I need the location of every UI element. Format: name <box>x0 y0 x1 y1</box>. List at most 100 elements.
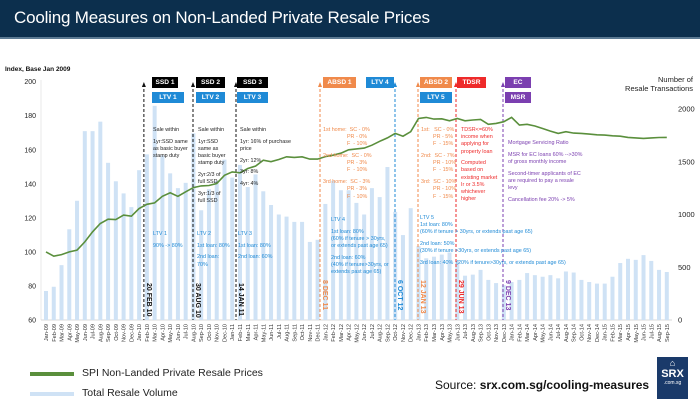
x-tick-label: Jul-12 <box>370 324 376 339</box>
annotation-line: Ir or 3.5% <box>461 181 485 188</box>
measure-date: 6 OCT 12 <box>396 280 403 311</box>
x-tick-label: Jun-10 <box>176 324 182 341</box>
annotation-line: 2yr: 12% <box>240 157 262 164</box>
volume-bar <box>331 180 336 320</box>
house-icon: ⌂ <box>669 358 676 368</box>
x-tick-label: Aug-15 <box>657 324 663 342</box>
annotation-line: 1st home: SC - 0% <box>323 127 370 133</box>
volume-bar <box>315 239 320 320</box>
x-tick-label: May-12 <box>354 324 360 343</box>
x-tick-label: Dec-13 <box>502 324 508 342</box>
annotation-ssd2: Sale within 1yr:SSD same as basic buyer sta… <box>198 127 226 205</box>
x-tick-label: Jan-10 <box>137 324 143 341</box>
price-index-line <box>45 116 667 258</box>
annotation-line: (60% if tenure > 30yrs, <box>331 235 386 242</box>
annotation-line: PR - 0% <box>323 134 368 141</box>
right-axis-title: Number of <box>658 75 694 84</box>
x-tick-label: Nov-10 <box>215 324 221 342</box>
x-tick-label: Apr-14 <box>533 324 539 341</box>
right-tick-label: 500 <box>678 263 691 272</box>
marker-arrow-icon <box>191 82 195 87</box>
annotation-line: 4yr: 4% <box>240 180 259 187</box>
x-tick-label: Oct-12 <box>393 324 399 341</box>
annotation-line: Sale within <box>198 127 225 133</box>
volume-bar <box>416 246 421 320</box>
x-tick-label: Apr-09 <box>67 324 73 341</box>
source-link[interactable]: srx.com.sg/cooling-measures <box>479 378 650 392</box>
x-tick-label: Oct-09 <box>114 324 120 341</box>
volume-bar <box>556 278 561 320</box>
annotation-line: Cancellation fee 20% -> 5% <box>508 196 575 203</box>
annotation-line: F - 15% <box>421 141 454 148</box>
annotation-line: basic buyer <box>198 153 226 160</box>
annotation-ltv2: LTV 2 1st loan: 80% 2nd loan: 70% <box>197 231 230 269</box>
volume-bar <box>602 283 607 320</box>
marker-arrow-icon <box>141 82 146 87</box>
annotation-line: 1st loan: 80% <box>420 222 453 229</box>
volume-bar <box>664 271 669 320</box>
volume-bar <box>633 259 638 320</box>
x-tick-label: Jun-11 <box>269 324 275 341</box>
annotation-ssd3: Sale within 1yr: 16% of purchase price 2y… <box>240 127 291 188</box>
x-tick-label: Jan-14 <box>510 324 516 341</box>
x-tick-label: Apr-10 <box>160 324 166 341</box>
volume-bar <box>152 105 157 321</box>
measure-date: 14 JAN 11 <box>237 283 244 317</box>
annotation-line: LTV 4 <box>331 217 345 223</box>
volume-bar <box>432 256 436 320</box>
annotation-line: 3yr:1/3 of <box>198 190 221 197</box>
x-tick-label: Sep-14 <box>572 324 578 342</box>
annotation-line: LTV 3 <box>238 231 252 237</box>
annotation-line: 70% <box>197 261 208 268</box>
volume-bar <box>199 210 204 320</box>
annotation-line: 2nd loan: <box>197 254 220 261</box>
left-tick-label: 200 <box>24 79 36 86</box>
x-tick-label: Feb-12 <box>331 324 337 342</box>
x-tick-label: Oct-10 <box>207 324 213 341</box>
volume-bar <box>525 273 530 320</box>
x-tick-label: May-11 <box>261 324 267 342</box>
annotation-line: Sale within <box>153 127 180 133</box>
x-tick-label: Aug-09 <box>98 324 104 342</box>
srx-logo: ⌂ SRX .com.sg <box>657 357 688 399</box>
annotation-line: based on <box>461 167 484 174</box>
annotation-line: MSR for EC loans 60% -->30% <box>508 151 583 158</box>
volume-bar <box>594 283 599 320</box>
x-tick-label: Feb-13 <box>424 324 430 342</box>
volume-bar <box>571 272 576 320</box>
annotation-line: LTV 5 <box>420 215 434 221</box>
annotation-ltv5: LTV 5 1st loan: 80% (60% if tenure > 30yrs… <box>420 215 566 267</box>
volume-bar <box>75 200 80 320</box>
x-tick-label: Feb-11 <box>238 324 244 341</box>
volume-bar <box>354 202 359 320</box>
x-tick-label: Apr-13 <box>440 324 446 341</box>
x-tick-label: Sep-12 <box>385 324 391 342</box>
volume-bar <box>470 274 475 320</box>
volume-bar <box>160 155 165 320</box>
volume-bar <box>292 221 297 320</box>
x-tick-label: Apr-12 <box>347 324 353 341</box>
annotation-line: 2nd loan: 60% <box>238 254 273 261</box>
legend-swatch-line <box>30 372 74 376</box>
logo-text: SRX <box>661 368 684 380</box>
x-tick-label: Jul-10 <box>184 324 190 339</box>
x-tick-label: Jul-14 <box>556 324 562 339</box>
legend-swatch-bar <box>30 392 74 396</box>
measure-date: 20 FEB 10 <box>144 283 152 317</box>
volume-bar <box>44 290 48 320</box>
x-tick-label: Jan-12 <box>323 324 329 341</box>
annotation-line: 1yr: 16% of purchase <box>240 138 291 145</box>
left-tick-label: 80 <box>28 283 36 290</box>
source-prefix: Source: <box>435 378 480 392</box>
annotation-msr: Mortgage Servicing Ratio MSR for EC loan… <box>508 140 582 204</box>
x-tick-label: Jul-15 <box>649 324 655 339</box>
x-tick-label: Jul-13 <box>463 324 469 339</box>
annotation-line: (30% if tenure >30yrs, or extends past a… <box>420 248 532 255</box>
measure-badge: LTV 5 <box>420 92 452 103</box>
right-tick-label: 0 <box>678 316 682 325</box>
volume-bar <box>222 159 227 320</box>
annotation-line: applying for <box>461 141 489 148</box>
x-tick-label: Oct-14 <box>579 324 585 341</box>
left-tick-label: 60 <box>28 318 36 325</box>
